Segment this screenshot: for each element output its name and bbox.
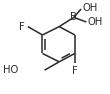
Text: OH: OH xyxy=(87,17,103,27)
Text: HO: HO xyxy=(3,65,18,75)
Text: F: F xyxy=(19,22,25,32)
Text: B: B xyxy=(70,12,77,22)
Text: F: F xyxy=(72,66,78,75)
Text: OH: OH xyxy=(82,3,97,13)
